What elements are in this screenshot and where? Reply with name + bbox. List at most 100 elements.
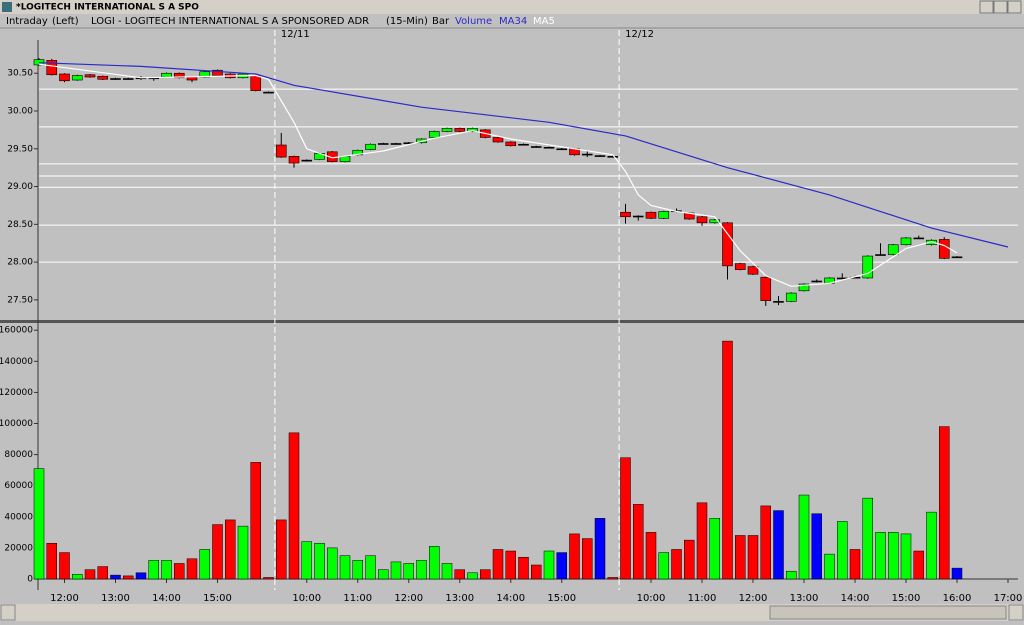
day-label: 12/11: [281, 29, 310, 40]
volume-bar: [543, 550, 555, 580]
candle-body: [377, 143, 389, 145]
volume-bar: [722, 340, 733, 580]
volume-bar: [390, 561, 402, 580]
volume-bar: [492, 549, 504, 580]
x-tick-label: 17:00: [994, 593, 1023, 604]
candle-body: [441, 128, 453, 132]
minimize-button[interactable]: [979, 0, 994, 14]
candle-body: [390, 143, 402, 145]
candle-body: [110, 78, 121, 80]
x-tick-label: 14:00: [496, 593, 525, 604]
y-tick-label: 40000: [4, 512, 33, 522]
mode-label: Intraday: [6, 16, 48, 27]
volume-bar: [212, 524, 223, 580]
volume-bar: [174, 563, 185, 580]
candle-body: [428, 131, 440, 138]
y-tick-label: 28.00: [7, 258, 33, 268]
candle-body: [887, 244, 899, 255]
volume-bar: [607, 577, 618, 580]
candle-body: [798, 283, 810, 292]
volume-bar: [288, 432, 300, 580]
x-tick-label: 10:00: [637, 593, 666, 604]
volume-bar: [811, 513, 822, 580]
volume-bar: [365, 555, 376, 580]
volume-bar: [569, 533, 580, 580]
candle-body: [709, 219, 721, 224]
legend-volume: Volume: [455, 16, 492, 27]
volume-bar: [696, 502, 708, 580]
scroll-right[interactable]: [1008, 604, 1024, 621]
y-tick-label: 140000: [0, 357, 33, 367]
volume-bar: [620, 457, 631, 580]
scroll-thumb[interactable]: [769, 605, 1007, 620]
x-tick-label: 13:00: [790, 593, 819, 604]
candle-body: [900, 237, 912, 246]
volume-bar: [582, 538, 593, 580]
volume-bar: [824, 553, 835, 580]
x-tick-label: 12:00: [394, 593, 423, 604]
volume-bar: [84, 569, 96, 580]
candle-body: [71, 75, 83, 81]
y-tick-label: 29.00: [7, 182, 33, 192]
volume-bar: [314, 542, 325, 580]
candle-body: [543, 146, 555, 149]
volume-bar: [594, 518, 606, 580]
volume-bar: [888, 532, 899, 580]
candle-body: [645, 211, 657, 219]
moving-average-line: [38, 62, 1009, 248]
scrollbar[interactable]: [0, 604, 1024, 621]
volume-bar: [416, 560, 427, 580]
volume-bar: [97, 566, 108, 580]
candle-body: [938, 239, 950, 259]
volume-bar: [862, 497, 873, 580]
y-tick-label: 160000: [0, 326, 33, 336]
candle-body: [59, 73, 70, 82]
x-tick-label: 15:00: [892, 593, 921, 604]
candle-body: [84, 74, 96, 78]
restore-button[interactable]: [993, 0, 1008, 14]
volume-bar: [467, 572, 478, 580]
volume-bar: [186, 558, 198, 580]
x-tick-label: 11:00: [343, 593, 372, 604]
y-tick-label: 30.50: [7, 69, 33, 79]
candle-body: [530, 146, 542, 148]
volume-bar: [378, 569, 389, 580]
symbol-title: LOGI - LOGITECH INTERNATIONAL S A SPONSO…: [91, 16, 369, 27]
candle-body: [467, 128, 478, 132]
volume-bar: [531, 564, 542, 580]
close-button[interactable]: [1007, 0, 1022, 14]
volume-bar: [276, 519, 287, 580]
volume-bar: [747, 535, 759, 580]
y-tick-label: 0: [27, 575, 33, 585]
volume-bar: [327, 547, 338, 580]
candle-body: [161, 72, 172, 78]
candle-body: [301, 159, 313, 162]
scroll-left[interactable]: [0, 604, 16, 621]
x-tick-label: 13:00: [101, 593, 130, 604]
volume-bar: [798, 494, 810, 580]
volume-bar: [926, 511, 937, 580]
candle-body: [97, 75, 109, 80]
x-tick-label: 14:00: [152, 593, 181, 604]
legend-ma34: MA34: [499, 16, 527, 27]
candle-body: [913, 237, 925, 240]
candle-body: [122, 78, 134, 80]
volume-bar: [429, 546, 440, 580]
volume-bar: [658, 552, 669, 580]
volume-bar: [46, 542, 57, 580]
volume-bar: [161, 560, 172, 580]
y-tick-label: 120000: [0, 388, 33, 398]
volume-bar: [645, 532, 657, 580]
candle-body: [556, 148, 568, 151]
candle-body: [607, 156, 619, 158]
volume-bar: [633, 504, 644, 580]
volume-bar: [849, 549, 861, 580]
volume-bar: [913, 550, 924, 580]
volume-bar: [951, 567, 963, 580]
x-tick-label: 13:00: [445, 593, 474, 604]
volume-bar: [786, 570, 797, 580]
candle-body: [365, 143, 376, 150]
volume-bar: [110, 574, 121, 580]
candle-body: [722, 222, 733, 267]
candle-body: [773, 301, 784, 303]
